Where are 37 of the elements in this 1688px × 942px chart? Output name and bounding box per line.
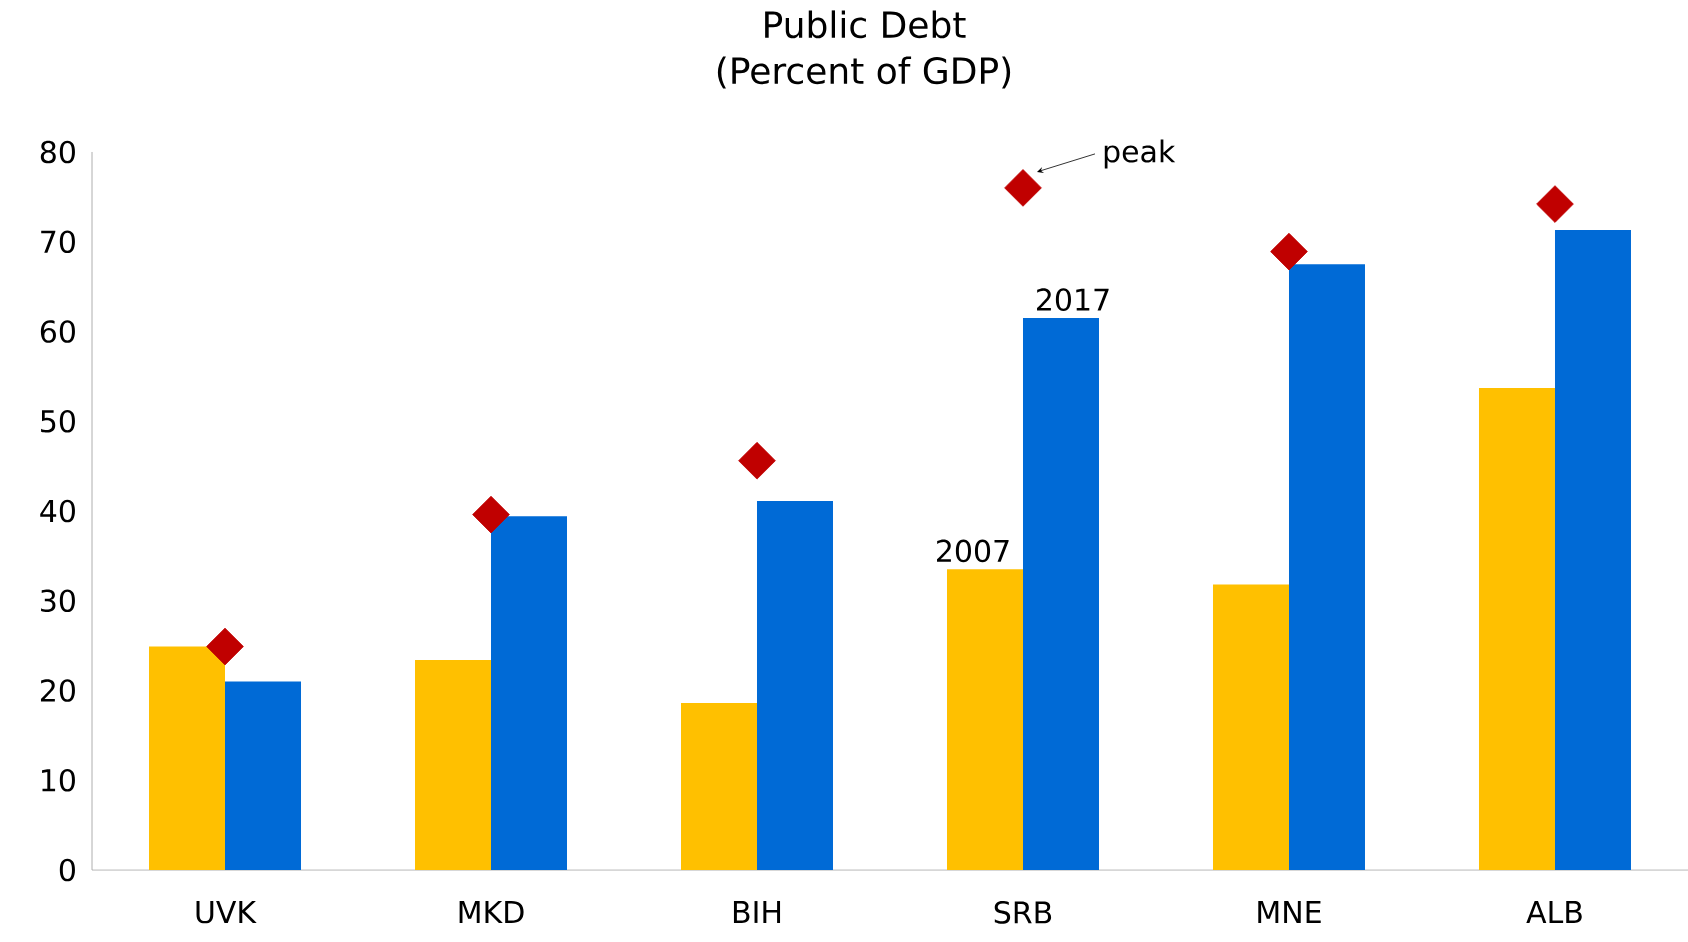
y-tick-label: 50 [41, 409, 75, 433]
y-tick-label: 20 [40, 679, 75, 702]
point [206, 627, 244, 666]
point [1536, 185, 1574, 223]
x-tick-label: MKD [459, 901, 524, 923]
bar [1478, 388, 1555, 870]
bar [225, 681, 301, 870]
series-label: 2007 [937, 539, 1009, 563]
y-tick-label: 40 [40, 499, 75, 523]
bar [415, 659, 491, 870]
bar [149, 646, 225, 870]
bar [1554, 230, 1631, 870]
x-tick-label: BIH [733, 901, 781, 923]
x-tick-label: SRB [994, 901, 1052, 924]
text: peak [1104, 139, 1176, 169]
y-tick-label: 60 [40, 320, 75, 343]
y-tick-label: 30 [41, 589, 75, 613]
x-tick-label: ALB [1526, 901, 1582, 923]
bar [1288, 264, 1365, 870]
point [1004, 169, 1042, 207]
y-tick-label: 10 [42, 768, 75, 792]
point [738, 441, 776, 480]
chart-title: Public Debt (Percent of GDP) [717, 10, 1011, 89]
x-tick-label: MNE [1258, 901, 1321, 923]
series-label: 2017 [1037, 288, 1109, 311]
y-tick-label: 70 [41, 230, 75, 254]
bar [1023, 318, 1099, 870]
bar [757, 501, 833, 870]
point [1270, 232, 1308, 271]
bar [946, 569, 1023, 870]
x-tick-label: UVK [196, 901, 257, 924]
bar [491, 516, 567, 870]
bar [681, 703, 757, 870]
bar [1212, 584, 1289, 870]
y-tick-label: 0 [59, 858, 75, 882]
y-tick-label: 80 [40, 140, 75, 164]
point [472, 495, 510, 534]
